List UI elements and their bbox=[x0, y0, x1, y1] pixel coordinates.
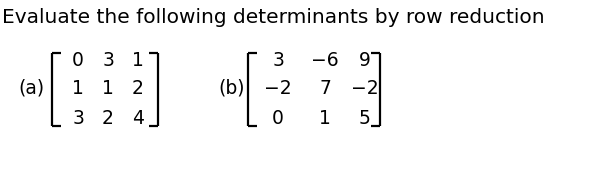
Text: 2: 2 bbox=[102, 109, 114, 129]
Text: 0: 0 bbox=[72, 50, 84, 70]
Text: 3: 3 bbox=[72, 109, 84, 129]
Text: 3: 3 bbox=[102, 50, 114, 70]
Text: 2: 2 bbox=[132, 79, 144, 97]
Text: −2: −2 bbox=[351, 79, 379, 97]
Text: 1: 1 bbox=[319, 109, 331, 129]
Text: 1: 1 bbox=[102, 79, 114, 97]
Text: (a): (a) bbox=[18, 79, 44, 97]
Text: 7: 7 bbox=[319, 79, 331, 97]
Text: −6: −6 bbox=[311, 50, 339, 70]
Text: 4: 4 bbox=[132, 109, 144, 129]
Text: 3: 3 bbox=[272, 50, 284, 70]
Text: −2: −2 bbox=[264, 79, 292, 97]
Text: 1: 1 bbox=[132, 50, 144, 70]
Text: 1: 1 bbox=[72, 79, 84, 97]
Text: 5: 5 bbox=[359, 109, 371, 129]
Text: (b): (b) bbox=[218, 79, 244, 97]
Text: 9: 9 bbox=[359, 50, 371, 70]
Text: 0: 0 bbox=[272, 109, 284, 129]
Text: Evaluate the following determinants by row reduction: Evaluate the following determinants by r… bbox=[2, 8, 545, 27]
